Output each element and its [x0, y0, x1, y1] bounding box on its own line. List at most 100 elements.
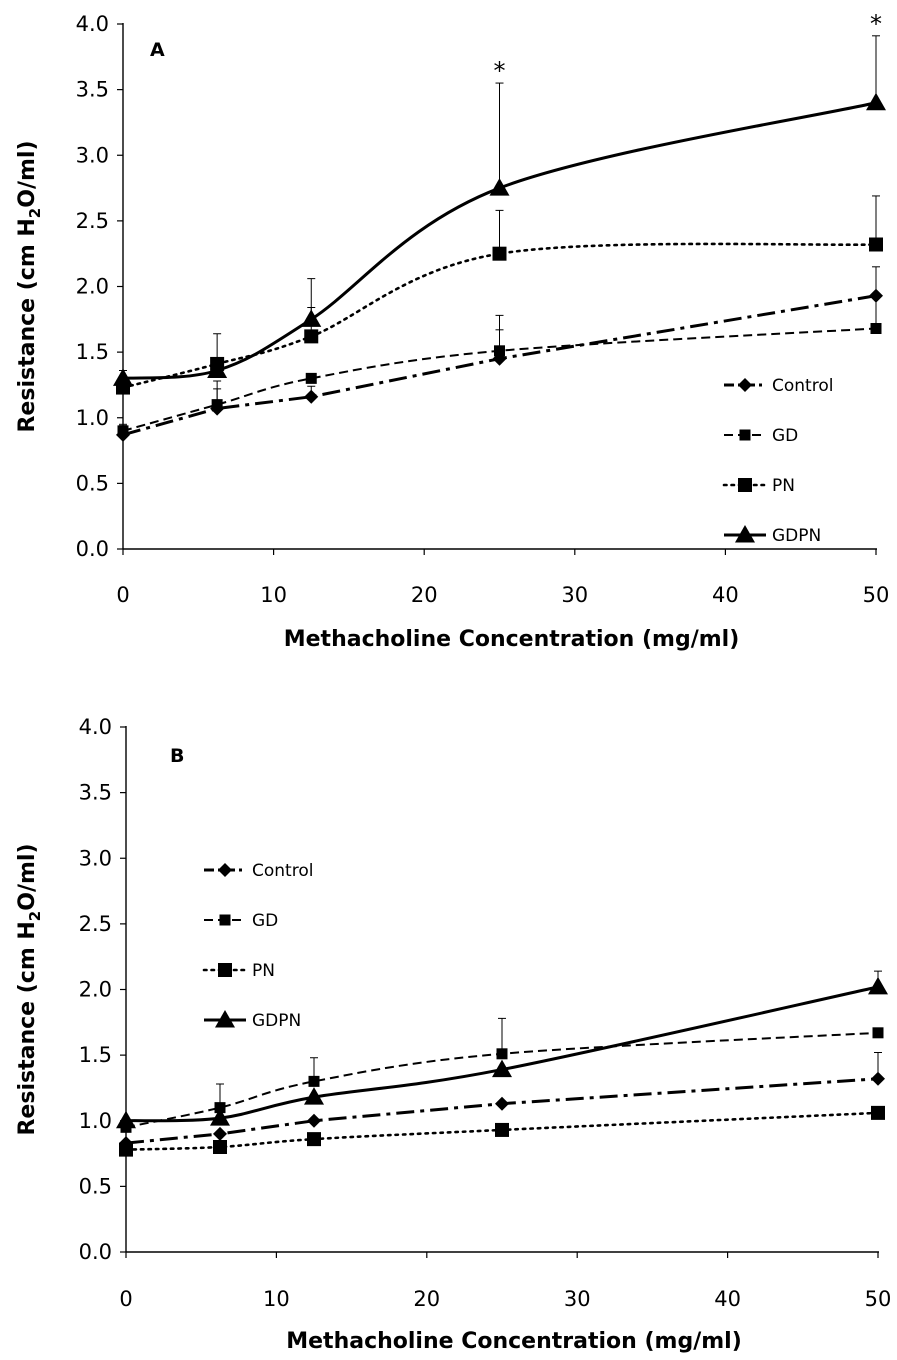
y-tick-label: 3.0: [76, 143, 109, 167]
legend-label-gd: GD: [772, 426, 798, 446]
legend-marker-pn: [218, 963, 232, 977]
panel-a: 0.0 0.5 1.0 1.5 2.0 2.5 3.0 3.5 4.0 0 10 20 30 40 50 Me…: [15, 10, 889, 652]
y-tick-label: 3.5: [76, 78, 109, 102]
y-tick-label: 2.0: [79, 978, 112, 1002]
x-tick-label: 50: [865, 1287, 892, 1311]
point-pn: [495, 1122, 509, 1137]
point-pn: [119, 1142, 133, 1157]
point-pn: [869, 237, 883, 252]
point-gdpn: [210, 1108, 230, 1126]
y-tick-label: 4.0: [76, 12, 109, 36]
y-tick-label: 0.0: [76, 537, 109, 561]
point-gd: [117, 425, 129, 437]
point-control: [213, 1126, 227, 1141]
point-gdpn: [301, 309, 322, 327]
y-axis-title: Resistance (cm H2O/ml): [15, 843, 44, 1135]
significance-annotation: *: [494, 57, 506, 85]
x-tick-label: 10: [263, 1287, 290, 1311]
legend-marker-pn: [738, 478, 752, 492]
legend-marker-gd: [739, 429, 751, 441]
point-gdpn: [304, 1087, 324, 1105]
y-tick-label: 3.5: [79, 781, 112, 805]
legend-label-control: Control: [252, 861, 313, 881]
x-tick-label: 30: [564, 1287, 591, 1311]
point-pn: [871, 1105, 885, 1120]
x-tick-label: 40: [714, 1287, 741, 1311]
panel-b: 0.0 0.5 1.0 1.5 2.0 2.5 3.0 3.5 4.0 0 10 20 30 40 50 Me…: [15, 715, 891, 1354]
x-axis-title: Methacholine Concentration (mg/ml): [286, 1329, 742, 1354]
x-tick-label: 40: [712, 583, 739, 607]
point-gd: [308, 1075, 320, 1087]
legend-marker-gd: [219, 914, 231, 926]
series-line-control: [122, 294, 877, 437]
point-gd: [870, 323, 882, 334]
y-tick-label: 1.5: [79, 1043, 112, 1067]
legend-label-pn: PN: [252, 961, 275, 981]
point-gdpn: [489, 178, 510, 196]
point-control: [871, 1071, 885, 1086]
y-tick-label: 1.0: [79, 1109, 112, 1133]
x-tick-label: 50: [863, 583, 890, 607]
legend-marker-gdpn: [735, 525, 755, 543]
point-pn: [304, 329, 319, 344]
point-gdpn: [492, 1059, 512, 1078]
point-gd: [214, 1102, 226, 1114]
point-gdpn: [113, 368, 133, 386]
point-gd: [305, 372, 317, 384]
point-gdpn: [207, 360, 228, 378]
legend-label-pn: PN: [772, 476, 795, 496]
point-gdpn: [866, 92, 886, 111]
panel-label: B: [170, 745, 184, 767]
y-tick-label: 2.5: [76, 209, 109, 233]
legend-marker-gdpn: [215, 1010, 235, 1028]
point-gdpn: [868, 976, 888, 995]
point-pn: [492, 246, 507, 261]
legend-marker-control: [738, 378, 752, 392]
y-tick-label: 0.5: [79, 1174, 112, 1198]
point-pn: [307, 1132, 321, 1147]
x-tick-label: 10: [260, 583, 287, 607]
point-gdpn: [116, 1110, 136, 1129]
point-gd: [872, 1027, 884, 1039]
y-tick-label: 1.0: [76, 406, 109, 430]
series-line-gdpn: [125, 985, 879, 1123]
point-control: [304, 389, 319, 404]
x-tick-label: 30: [561, 583, 588, 607]
x-tick-label: 0: [119, 1287, 132, 1311]
point-control: [869, 288, 883, 303]
y-tick-label: 2.0: [76, 275, 109, 299]
point-control: [307, 1113, 321, 1128]
panel-label: A: [150, 39, 165, 61]
point-pn: [213, 1140, 227, 1154]
point-control: [495, 1096, 509, 1111]
x-axis-title: Methacholine Concentration (mg/ml): [284, 627, 740, 652]
point-gd: [496, 1048, 508, 1060]
series-line-gd: [125, 1031, 879, 1129]
y-tick-label: 0.0: [79, 1240, 112, 1264]
legend-label-control: Control: [772, 376, 833, 396]
y-tick-label: 0.5: [76, 471, 109, 495]
point-gd: [494, 345, 505, 357]
legend-label-gdpn: GDPN: [772, 526, 821, 546]
x-tick-label: 20: [413, 1287, 440, 1311]
point-gd: [211, 399, 223, 411]
legend-marker-control: [218, 863, 232, 877]
y-axis-title: Resistance (cm H2O/ml): [15, 140, 44, 432]
plot-area: [124, 985, 880, 1151]
legend-label-gdpn: GDPN: [252, 1011, 301, 1031]
y-tick-label: 1.5: [76, 340, 109, 364]
x-tick-label: 20: [411, 583, 438, 607]
y-tick-label: 4.0: [79, 715, 112, 739]
series-line-gd: [122, 327, 877, 432]
x-tick-label: 0: [116, 583, 129, 607]
y-tick-label: 2.5: [79, 912, 112, 936]
significance-annotation: *: [870, 10, 882, 38]
y-tick-label: 3.0: [79, 846, 112, 870]
series-line-pn: [124, 1111, 880, 1151]
series-line-control: [125, 1077, 879, 1145]
legend-label-gd: GD: [252, 911, 278, 931]
